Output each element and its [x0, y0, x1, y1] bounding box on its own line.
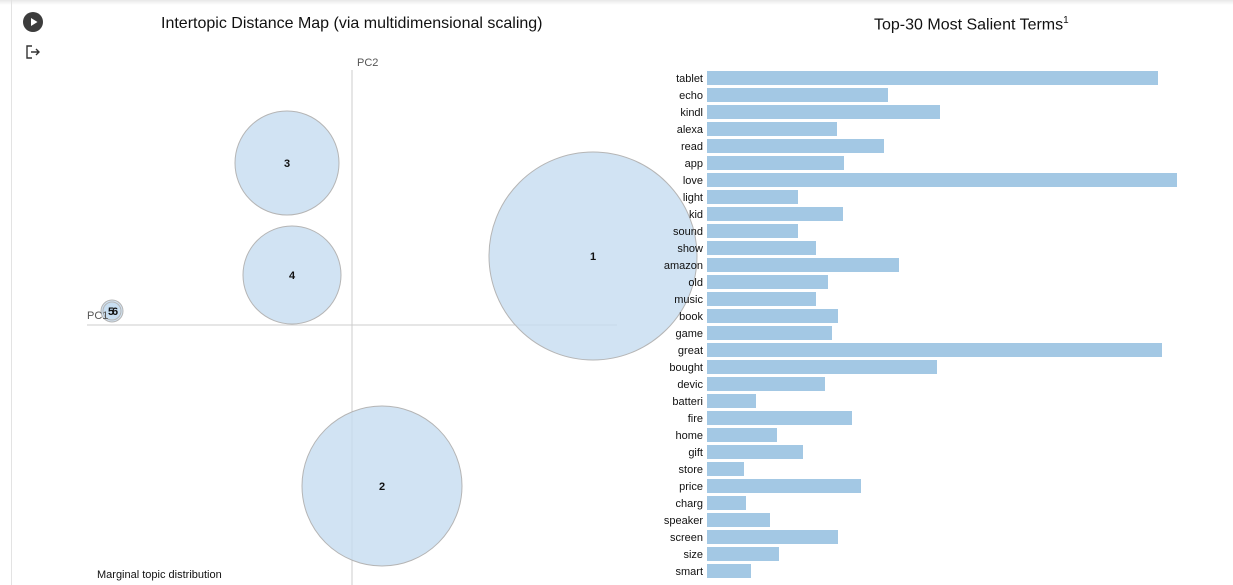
term-bar-music[interactable] [707, 292, 816, 306]
term-bar-devic[interactable] [707, 377, 825, 391]
term-bar-great[interactable] [707, 343, 1162, 357]
topic-label-2: 2 [379, 481, 385, 493]
term-label-gift[interactable]: gift [688, 447, 703, 459]
term-label-book[interactable]: book [679, 311, 703, 323]
topic-circle-3[interactable] [234, 110, 340, 216]
intertopic-distance-map: 1 2 3 4 56 [87, 70, 698, 585]
topic-circle-1[interactable] [488, 151, 698, 361]
term-label-music[interactable]: music [674, 294, 703, 306]
term-label-price[interactable]: price [679, 481, 703, 493]
salient-terms-footnote-mark: 1 [1063, 15, 1069, 26]
term-bar-sound[interactable] [707, 224, 798, 238]
term-label-game[interactable]: game [675, 328, 703, 340]
term-bar-bought[interactable] [707, 360, 937, 374]
term-bar-kindl[interactable] [707, 105, 940, 119]
term-label-bought[interactable]: bought [669, 362, 703, 374]
term-label-love[interactable]: love [683, 175, 703, 187]
play-icon [31, 18, 38, 26]
term-bar-speaker[interactable] [707, 513, 770, 527]
term-bar-size[interactable] [707, 547, 779, 561]
salient-terms-title-text: Top-30 Most Salient Terms [874, 16, 1064, 34]
term-label-sound[interactable]: sound [673, 226, 703, 238]
output-redirect-icon[interactable] [24, 44, 42, 60]
term-bar-app[interactable] [707, 156, 844, 170]
term-bar-alexa[interactable] [707, 122, 837, 136]
term-label-old[interactable]: old [688, 277, 703, 289]
term-label-tablet[interactable]: tablet [676, 73, 703, 85]
topic-circle-6[interactable] [102, 301, 122, 321]
intertopic-map-title: Intertopic Distance Map (via multidimens… [161, 15, 543, 32]
run-cell-button[interactable] [23, 12, 43, 32]
term-bar-book[interactable] [707, 309, 838, 323]
term-bar-fire[interactable] [707, 411, 852, 425]
salient-terms-title: Top-30 Most Salient Terms1 [874, 15, 1069, 34]
term-bar-love[interactable] [707, 173, 1177, 187]
term-bar-smart[interactable] [707, 564, 751, 578]
term-label-alexa[interactable]: alexa [677, 124, 704, 136]
term-bar-read[interactable] [707, 139, 884, 153]
term-label-charg[interactable]: charg [675, 498, 703, 510]
term-bar-gift[interactable] [707, 445, 803, 459]
term-label-screen[interactable]: screen [670, 532, 703, 544]
term-bar-old[interactable] [707, 275, 828, 289]
term-bar-charg[interactable] [707, 496, 746, 510]
term-label-fire[interactable]: fire [688, 413, 703, 425]
term-bar-light[interactable] [707, 190, 798, 204]
topic-label-6: 6 [112, 306, 118, 318]
cell-gutter [0, 0, 12, 585]
term-label-echo[interactable]: echo [679, 90, 703, 102]
term-bar-store[interactable] [707, 462, 744, 476]
term-label-app[interactable]: app [685, 158, 703, 170]
term-bar-game[interactable] [707, 326, 832, 340]
term-label-light[interactable]: light [683, 192, 703, 204]
term-bar-price[interactable] [707, 479, 861, 493]
topic-circle-4[interactable] [242, 225, 342, 325]
term-label-smart[interactable]: smart [676, 566, 704, 578]
term-label-devic[interactable]: devic [677, 379, 703, 391]
term-label-show[interactable]: show [677, 243, 703, 255]
term-label-size[interactable]: size [683, 549, 703, 561]
marginal-topic-distribution-label: Marginal topic distribution [97, 569, 222, 581]
term-label-read[interactable]: read [681, 141, 703, 153]
term-label-home[interactable]: home [675, 430, 703, 442]
term-bar-kid[interactable] [707, 207, 843, 221]
topic-circle-2[interactable] [301, 405, 463, 567]
pc1-axis-label: PC1 [87, 310, 109, 322]
term-label-speaker[interactable]: speaker [664, 515, 703, 527]
term-bar-batteri[interactable] [707, 394, 756, 408]
term-label-kid[interactable]: kid [689, 209, 703, 221]
term-bar-amazon[interactable] [707, 258, 899, 272]
term-bar-home[interactable] [707, 428, 777, 442]
term-bar-echo[interactable] [707, 88, 888, 102]
term-label-kindl[interactable]: kindl [680, 107, 703, 119]
term-label-batteri[interactable]: batteri [672, 396, 703, 408]
topic-label-5: 5 [108, 306, 114, 318]
topic-label-4: 4 [289, 270, 296, 282]
term-label-great[interactable]: great [678, 345, 703, 357]
term-bar-show[interactable] [707, 241, 816, 255]
topic-label-3: 3 [284, 158, 290, 170]
term-label-amazon[interactable]: amazon [664, 260, 703, 272]
term-label-store[interactable]: store [679, 464, 703, 476]
term-bar-tablet[interactable] [707, 71, 1158, 85]
pc2-axis-label: PC2 [357, 57, 379, 69]
topic-label-1: 1 [590, 251, 596, 263]
top-border [0, 0, 1233, 5]
term-bar-screen[interactable] [707, 530, 838, 544]
